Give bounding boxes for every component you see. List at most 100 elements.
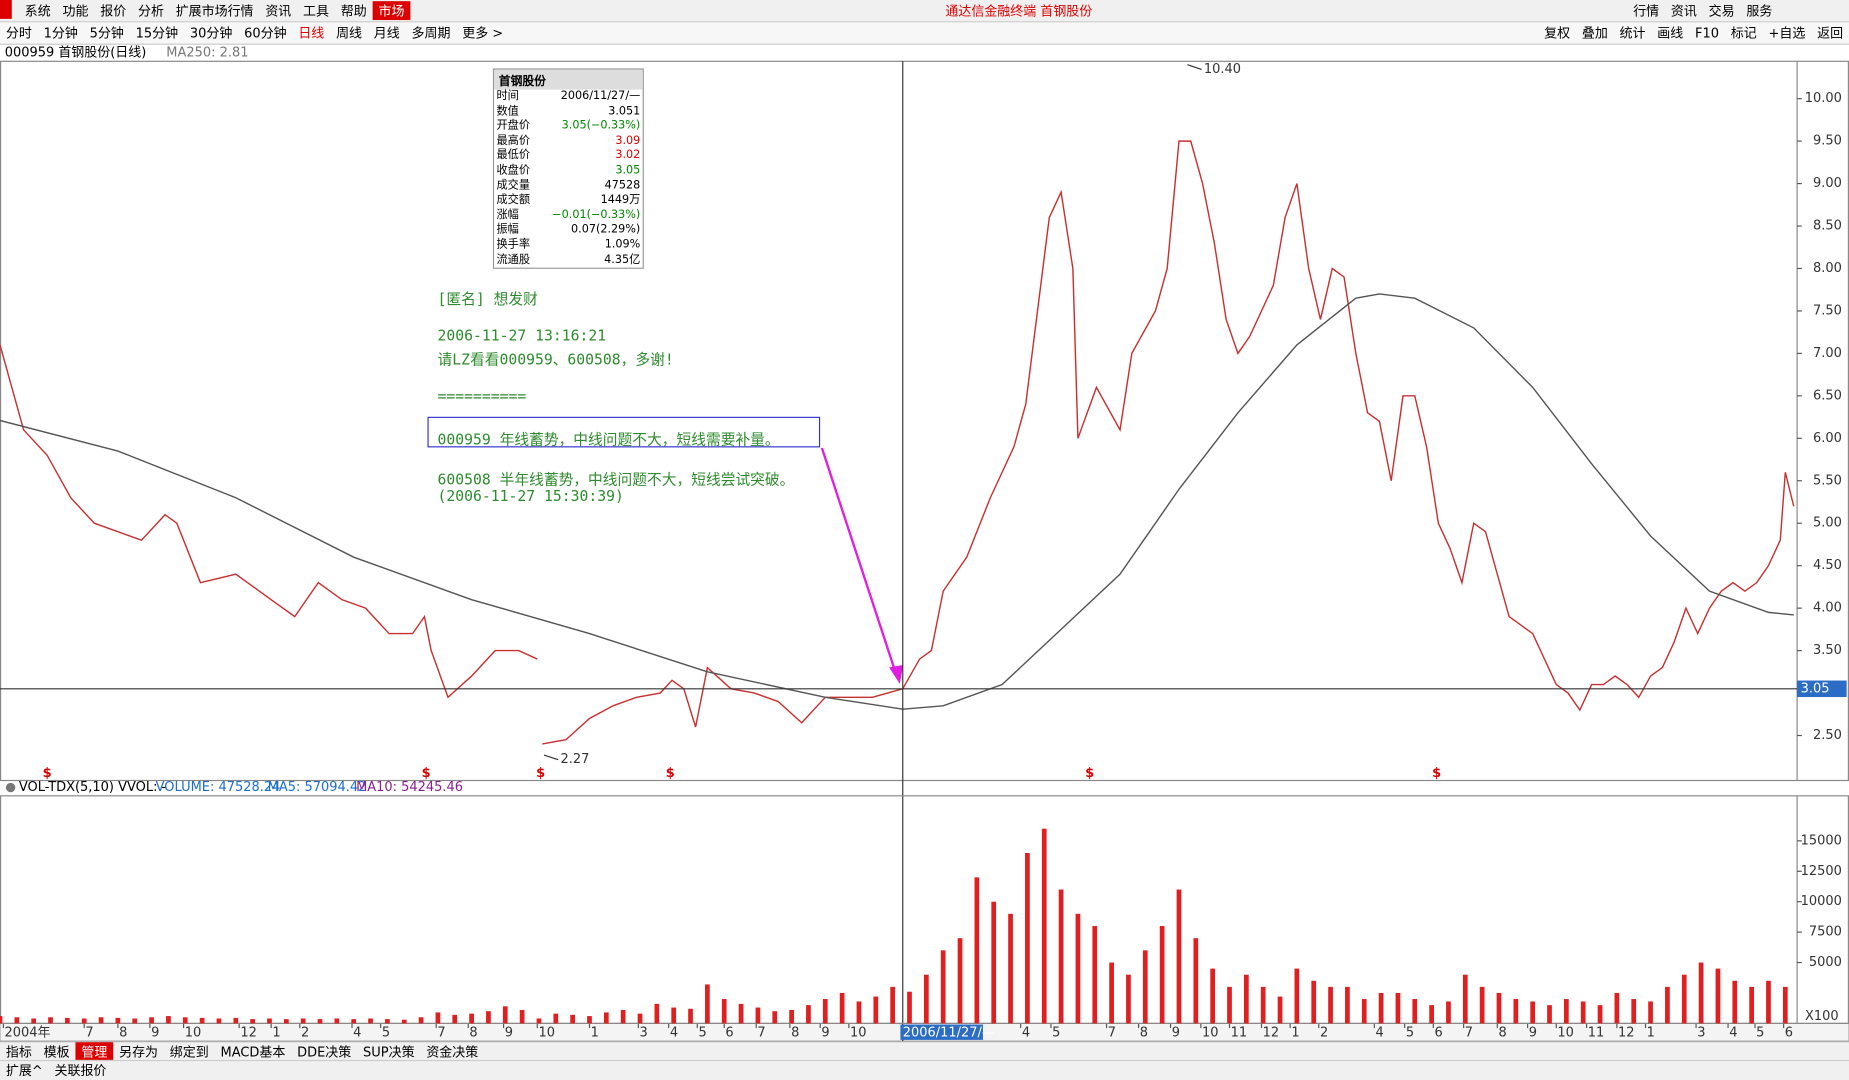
volume-bar xyxy=(1597,1005,1603,1024)
info-label: 成交量 xyxy=(496,178,531,192)
tab[interactable]: 指标 xyxy=(5,1044,32,1060)
tab[interactable]: SUP决策 xyxy=(363,1044,415,1060)
tab[interactable]: 管理 xyxy=(75,1041,114,1061)
legend-icon[interactable] xyxy=(5,782,16,793)
extreme-label: 2.27 xyxy=(561,752,590,767)
menu-button[interactable]: 服务 xyxy=(1746,3,1773,19)
tool-button[interactable]: 标记 xyxy=(1730,25,1757,42)
volume-bar xyxy=(923,974,929,1024)
volume-bar xyxy=(233,1017,239,1024)
tool-button[interactable]: +自选 xyxy=(1768,25,1806,42)
period[interactable]: 分时 xyxy=(5,25,32,42)
x-tick-label: 9 xyxy=(1172,1025,1180,1040)
menu-item[interactable]: 功能 xyxy=(62,3,89,19)
menu-item[interactable]: 分析 xyxy=(137,3,164,19)
volume-bar xyxy=(267,1018,272,1024)
volume-bar xyxy=(250,1019,255,1024)
tool-button[interactable]: 统计 xyxy=(1619,25,1646,42)
menu-item[interactable]: 系统 xyxy=(24,3,51,19)
arrow-head xyxy=(889,664,904,684)
x-tick-label: 10 xyxy=(185,1025,202,1040)
y-tick-label: 6.50 xyxy=(1813,388,1842,403)
tab[interactable]: 模板 xyxy=(43,1044,70,1060)
menu-item[interactable]: 帮助 xyxy=(340,3,367,19)
x-tick-label: 5 xyxy=(698,1025,706,1040)
volume-bar xyxy=(48,1017,53,1024)
volume-bar xyxy=(1092,926,1098,1024)
period[interactable]: 60分钟 xyxy=(244,25,287,42)
menu-button[interactable]: 交易 xyxy=(1708,3,1735,19)
volume-bar xyxy=(401,1019,407,1024)
x-tick-label: 5 xyxy=(1406,1025,1414,1040)
event-marker: $ xyxy=(1085,766,1094,781)
menu-item[interactable]: 报价 xyxy=(100,3,127,19)
y-tick-label: 10.00 xyxy=(1805,91,1842,106)
volume-bar xyxy=(1732,980,1738,1024)
volume-bar xyxy=(1412,999,1418,1024)
menu-item[interactable]: 工具 xyxy=(303,3,329,19)
volume-bar xyxy=(1462,974,1468,1024)
volume-bar xyxy=(1563,999,1569,1024)
info-value: 0.07(2.29%) xyxy=(571,223,641,237)
tool-button[interactable]: F10 xyxy=(1695,25,1720,41)
volume-bar xyxy=(1513,999,1519,1024)
tab[interactable]: 绑定到 xyxy=(169,1044,209,1060)
tab[interactable]: 扩展^ xyxy=(5,1063,43,1079)
volume-bar xyxy=(1681,974,1687,1024)
volume-bar xyxy=(351,1019,357,1024)
tab[interactable]: 另存为 xyxy=(119,1044,159,1060)
y-tick-label: 15000 xyxy=(1801,833,1842,848)
volume-bar xyxy=(603,1012,609,1024)
x-tick-label: 8 xyxy=(791,1025,799,1040)
info-label: 振幅 xyxy=(496,223,519,237)
price-line xyxy=(0,140,1795,745)
volume-bar xyxy=(300,1018,306,1024)
x-tick-label: 7 xyxy=(1465,1025,1473,1040)
period[interactable]: 日线 xyxy=(298,25,325,42)
info-row: 涨幅 −0.01(−0.33%) xyxy=(494,208,643,223)
period[interactable]: 多周期 xyxy=(411,25,451,42)
x-tick-label: 4 xyxy=(1376,1025,1384,1040)
x-tick-label: 6 xyxy=(1434,1025,1442,1040)
period[interactable]: 30分钟 xyxy=(189,25,233,42)
y-tick-label: 7.50 xyxy=(1813,303,1842,318)
menu-item[interactable]: 扩展市场行情 xyxy=(175,3,254,19)
y-tick-label: 8.50 xyxy=(1813,219,1842,234)
period[interactable]: 15分钟 xyxy=(135,25,179,42)
volume-legend: VOL-TDX(5,10) VVOL: - xyxy=(19,780,167,795)
tab[interactable]: MACD基本 xyxy=(220,1044,286,1060)
volume-bar xyxy=(519,1009,525,1024)
tool-button[interactable]: 叠加 xyxy=(1581,25,1608,42)
menu-button[interactable]: 资讯 xyxy=(1670,3,1697,19)
info-value: 3.09 xyxy=(615,134,641,148)
volume-bar xyxy=(149,1017,154,1024)
volume-bar xyxy=(1008,913,1013,1024)
tab[interactable]: DDE决策 xyxy=(297,1044,352,1060)
market-tab[interactable]: 市场 xyxy=(372,1,411,21)
period[interactable]: 周线 xyxy=(336,25,363,42)
x-tick-label: 4 xyxy=(1729,1025,1737,1040)
volume-bar xyxy=(1766,980,1771,1024)
volume-bar xyxy=(14,1017,20,1024)
volume-bar xyxy=(0,1016,3,1024)
period[interactable]: 1分钟 xyxy=(43,25,78,42)
volume-bar xyxy=(1395,992,1401,1024)
info-row: 成交额 1449万 xyxy=(494,194,643,209)
menu-button[interactable]: 行情 xyxy=(1633,3,1660,19)
ma-line xyxy=(0,293,1794,710)
volume-bar xyxy=(755,1007,761,1024)
volume-bar xyxy=(1345,986,1350,1024)
tool-button[interactable]: 复权 xyxy=(1544,25,1571,42)
period[interactable]: 5分钟 xyxy=(89,25,124,42)
tab[interactable]: 资金决策 xyxy=(426,1044,479,1060)
period[interactable]: 月线 xyxy=(373,25,400,42)
period[interactable]: 更多 > xyxy=(462,25,504,42)
volume-bar xyxy=(570,1014,576,1024)
menu-item[interactable]: 资讯 xyxy=(265,3,292,19)
volume-bar xyxy=(452,1014,458,1024)
tab[interactable]: 关联报价 xyxy=(54,1063,107,1079)
note-line: (2006-11-27 15:30:39) xyxy=(437,486,624,505)
tool-button[interactable]: 返回 xyxy=(1817,25,1844,42)
tool-button[interactable]: 画线 xyxy=(1657,25,1684,42)
